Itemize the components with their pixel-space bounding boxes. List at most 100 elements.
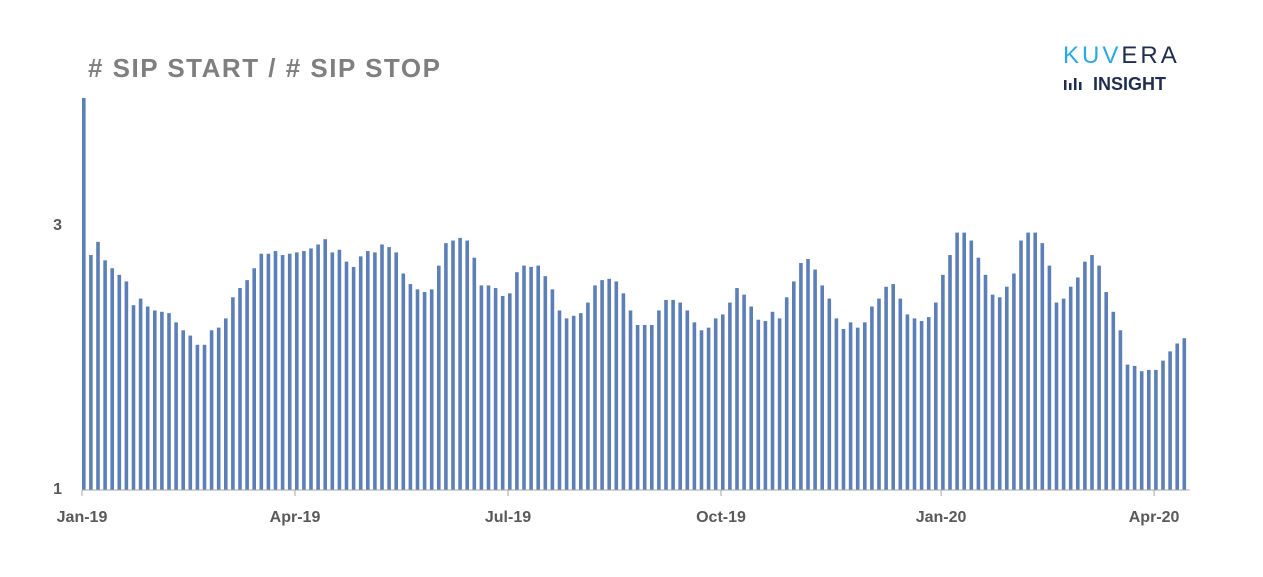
bar: [216, 327, 221, 490]
bar: [948, 255, 952, 490]
bar: [323, 239, 327, 490]
bar: [1083, 261, 1087, 490]
bar: [1132, 365, 1137, 490]
x-tick-label: Jul-19: [485, 509, 531, 526]
x-tick-label: Jan-20: [916, 509, 967, 526]
logo-tagline: INSIGHT: [1093, 74, 1166, 94]
bar: [1161, 360, 1165, 490]
bar: [110, 268, 114, 490]
bar: [429, 289, 434, 490]
bar: [721, 314, 725, 490]
bar: [827, 298, 832, 490]
bar: [138, 298, 143, 490]
bar: [337, 249, 342, 490]
bar: [195, 344, 200, 490]
x-tick-label: Jan-19: [57, 509, 108, 526]
bar: [1097, 265, 1101, 490]
bar: [1076, 277, 1080, 490]
bar: [380, 244, 384, 490]
chart-title: # SIP START / # SIP STOP: [88, 53, 441, 83]
bar: [465, 240, 469, 490]
bar: [508, 293, 512, 490]
bar: [1118, 330, 1123, 490]
bar: [1068, 286, 1073, 490]
bar: [373, 252, 377, 490]
bar: [1061, 298, 1066, 490]
bar: [131, 305, 136, 490]
logo-brand-b: ERA: [1121, 42, 1179, 69]
bar: [273, 251, 278, 490]
bar: [295, 252, 299, 490]
bar: [1139, 371, 1144, 490]
bar: [145, 306, 150, 490]
bar: [1125, 364, 1130, 490]
bar: [763, 321, 768, 490]
bar: [934, 302, 938, 490]
bar: [543, 276, 548, 490]
bar: [366, 251, 370, 490]
bar: [713, 318, 718, 490]
bar: [231, 297, 235, 490]
bar: [557, 310, 562, 490]
bar: [458, 237, 462, 490]
bar: [820, 285, 824, 490]
bar: [955, 232, 959, 490]
bar: [479, 285, 484, 490]
bar: [344, 261, 349, 490]
bar: [792, 281, 796, 490]
bar: [266, 253, 271, 490]
bar: [834, 318, 839, 490]
bar: [770, 311, 775, 490]
bar: [685, 310, 690, 490]
bar: [898, 298, 903, 490]
x-tick-label: Oct-19: [696, 509, 746, 526]
bar: [600, 280, 604, 490]
bar: [153, 310, 157, 490]
bar: [735, 288, 739, 490]
logo-brand-a: KUV: [1063, 42, 1121, 69]
x-tick-label: Apr-19: [270, 509, 321, 526]
bar: [536, 265, 540, 490]
bar: [358, 256, 363, 490]
y-tick-label: 3: [53, 217, 62, 234]
bar: [1111, 311, 1116, 490]
bar: [912, 318, 917, 490]
bar: [884, 286, 888, 490]
bar: [550, 289, 555, 490]
bar: [784, 297, 789, 490]
x-tick-label: Apr-20: [1129, 509, 1180, 526]
bar: [650, 325, 654, 490]
bar: [124, 281, 129, 490]
bar: [1026, 232, 1030, 490]
bar: [841, 328, 846, 490]
bar: [415, 289, 420, 490]
bar: [855, 327, 860, 490]
bar: [181, 330, 185, 490]
bar: [451, 240, 455, 490]
bar: [160, 311, 164, 490]
bar: [1033, 232, 1037, 490]
bar: [891, 284, 895, 490]
bar: [628, 310, 633, 490]
bar: [997, 297, 1002, 490]
bar: [664, 299, 668, 490]
bar: [607, 278, 611, 490]
bar: [472, 257, 477, 490]
bar: [1040, 243, 1045, 490]
bar: [316, 244, 320, 490]
bar: [870, 306, 874, 490]
bar: [1019, 240, 1023, 490]
bar: [635, 325, 640, 490]
bar: [529, 266, 533, 490]
bar: [756, 319, 761, 490]
bar: [437, 265, 441, 490]
bar: [671, 299, 675, 490]
bar: [202, 344, 207, 490]
bar: [209, 330, 214, 490]
bar: [749, 306, 753, 490]
bar: [905, 314, 910, 490]
bar: [863, 322, 867, 490]
bar: [919, 321, 924, 490]
bar: [394, 252, 398, 490]
